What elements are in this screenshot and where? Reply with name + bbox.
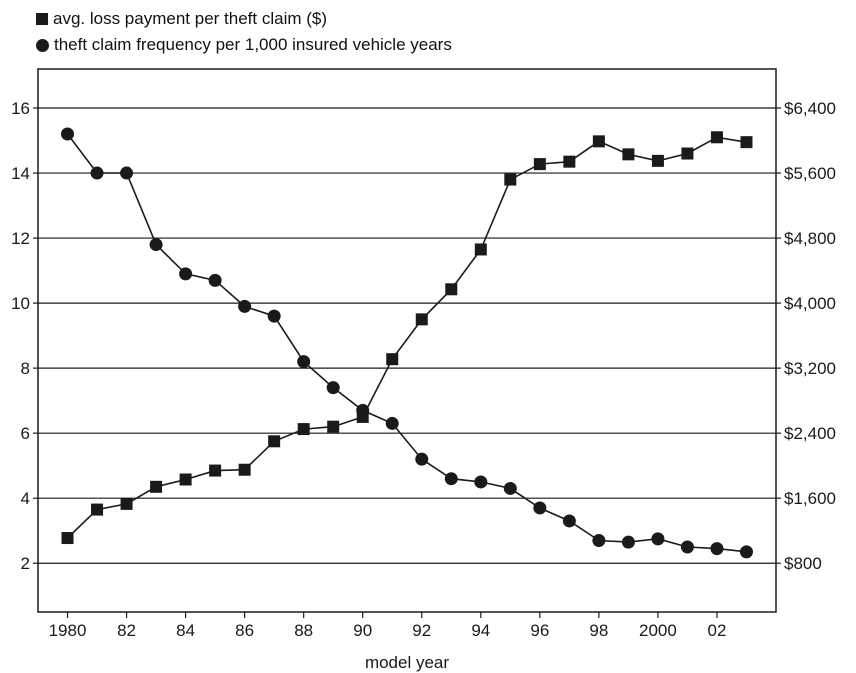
claim-frequency-point [267, 309, 281, 323]
x-axis-tick-label: 94 [471, 621, 490, 640]
left-axis-tick-label: 4 [21, 489, 30, 508]
plot-frame [37, 68, 777, 613]
loss-payment-point [445, 283, 458, 296]
claim-frequency-point [149, 238, 163, 252]
claim-frequency-point [179, 267, 193, 281]
square-marker-icon [36, 13, 48, 25]
claim-frequency-point [297, 355, 311, 369]
claim-frequency-point [474, 475, 488, 489]
claim-frequency-point [680, 540, 694, 554]
loss-payment-point [120, 497, 133, 510]
x-axis-tick-label: 86 [235, 621, 254, 640]
loss-payment-point [327, 420, 340, 433]
loss-payment-point [710, 131, 723, 144]
claim-frequency-point [61, 127, 75, 141]
right-axis-tick-label: $1,600 [784, 489, 836, 508]
x-axis-tick-label: 90 [353, 621, 372, 640]
claim-frequency-point [415, 452, 429, 466]
claim-frequency-point [90, 166, 104, 180]
circle-marker-icon [36, 38, 49, 52]
claim-frequency-line [66, 133, 747, 553]
loss-payment-point [238, 463, 251, 476]
loss-payment-point [297, 423, 310, 436]
x-axis-tick-label: 2000 [639, 621, 677, 640]
x-axis-tick-label: 92 [412, 621, 431, 640]
claim-frequency-point [444, 472, 458, 486]
right-axis-tick-label: $4,000 [784, 294, 836, 313]
loss-payment-point [592, 135, 605, 148]
loss-payment-point [61, 532, 74, 545]
claim-frequency-point [385, 416, 399, 430]
claim-frequency-point [120, 166, 134, 180]
loss-payment-point [740, 136, 753, 149]
left-axis-tick-label: 10 [11, 294, 30, 313]
claim-frequency-point [208, 273, 222, 287]
left-axis-tick-label: 12 [11, 229, 30, 248]
left-axis-tick-label: 6 [21, 424, 30, 443]
right-axis-tick-label: $800 [784, 554, 822, 573]
x-axis-title: model year [365, 653, 449, 672]
x-axis-tick-label: 82 [117, 621, 136, 640]
claim-frequency-point [533, 501, 547, 515]
x-axis-tick-label: 02 [707, 621, 726, 640]
claim-frequency-point [503, 481, 517, 495]
loss-payment-point [268, 435, 281, 448]
claim-frequency-point [710, 542, 724, 556]
loss-payment-point [150, 480, 163, 493]
right-axis-tick-label: $4,800 [784, 229, 836, 248]
loss-payment-line [66, 136, 747, 539]
loss-payment-point [651, 154, 664, 167]
loss-payment-point [533, 158, 546, 171]
loss-payment-point [179, 473, 192, 486]
left-axis-tick-label: 2 [21, 554, 30, 573]
claim-frequency-point [739, 545, 753, 559]
loss-payment-point [622, 148, 635, 161]
legend-item-loss-payment: avg. loss payment per theft claim ($) [36, 9, 327, 29]
left-axis-tick-label: 8 [21, 359, 30, 378]
left-axis-tick-label: 16 [11, 99, 30, 118]
x-axis-tick-label: 88 [294, 621, 313, 640]
claim-frequency-point [356, 403, 370, 417]
loss-payment-point [474, 243, 487, 256]
loss-payment-point [504, 173, 517, 186]
x-axis-tick-label: 96 [530, 621, 549, 640]
x-axis-tick-label: 1980 [49, 621, 87, 640]
loss-payment-point [681, 147, 694, 160]
claim-frequency-point [651, 532, 665, 546]
claim-frequency-point [621, 535, 635, 549]
legend-label-claim-frequency: theft claim frequency per 1,000 insured … [54, 35, 452, 54]
right-axis-tick-label: $3,200 [784, 359, 836, 378]
loss-payment-point [386, 353, 399, 366]
claim-frequency-point [562, 514, 576, 528]
claim-frequency-point [592, 533, 606, 547]
legend-item-claim-frequency: theft claim frequency per 1,000 insured … [36, 35, 452, 55]
loss-payment-point [91, 503, 104, 516]
left-axis-tick-label: 14 [11, 164, 30, 183]
right-axis-tick-label: $2,400 [784, 424, 836, 443]
right-axis-tick-label: $5,600 [784, 164, 836, 183]
right-axis-tick-label: $6,400 [784, 99, 836, 118]
x-axis-tick-label: 84 [176, 621, 195, 640]
loss-payment-point [563, 155, 576, 168]
loss-payment-point [209, 464, 222, 477]
x-axis-tick-label: 98 [589, 621, 608, 640]
loss-payment-point [415, 313, 428, 326]
legend-label-loss-payment: avg. loss payment per theft claim ($) [53, 9, 328, 28]
claim-frequency-point [238, 299, 252, 313]
claim-frequency-point [326, 381, 340, 395]
